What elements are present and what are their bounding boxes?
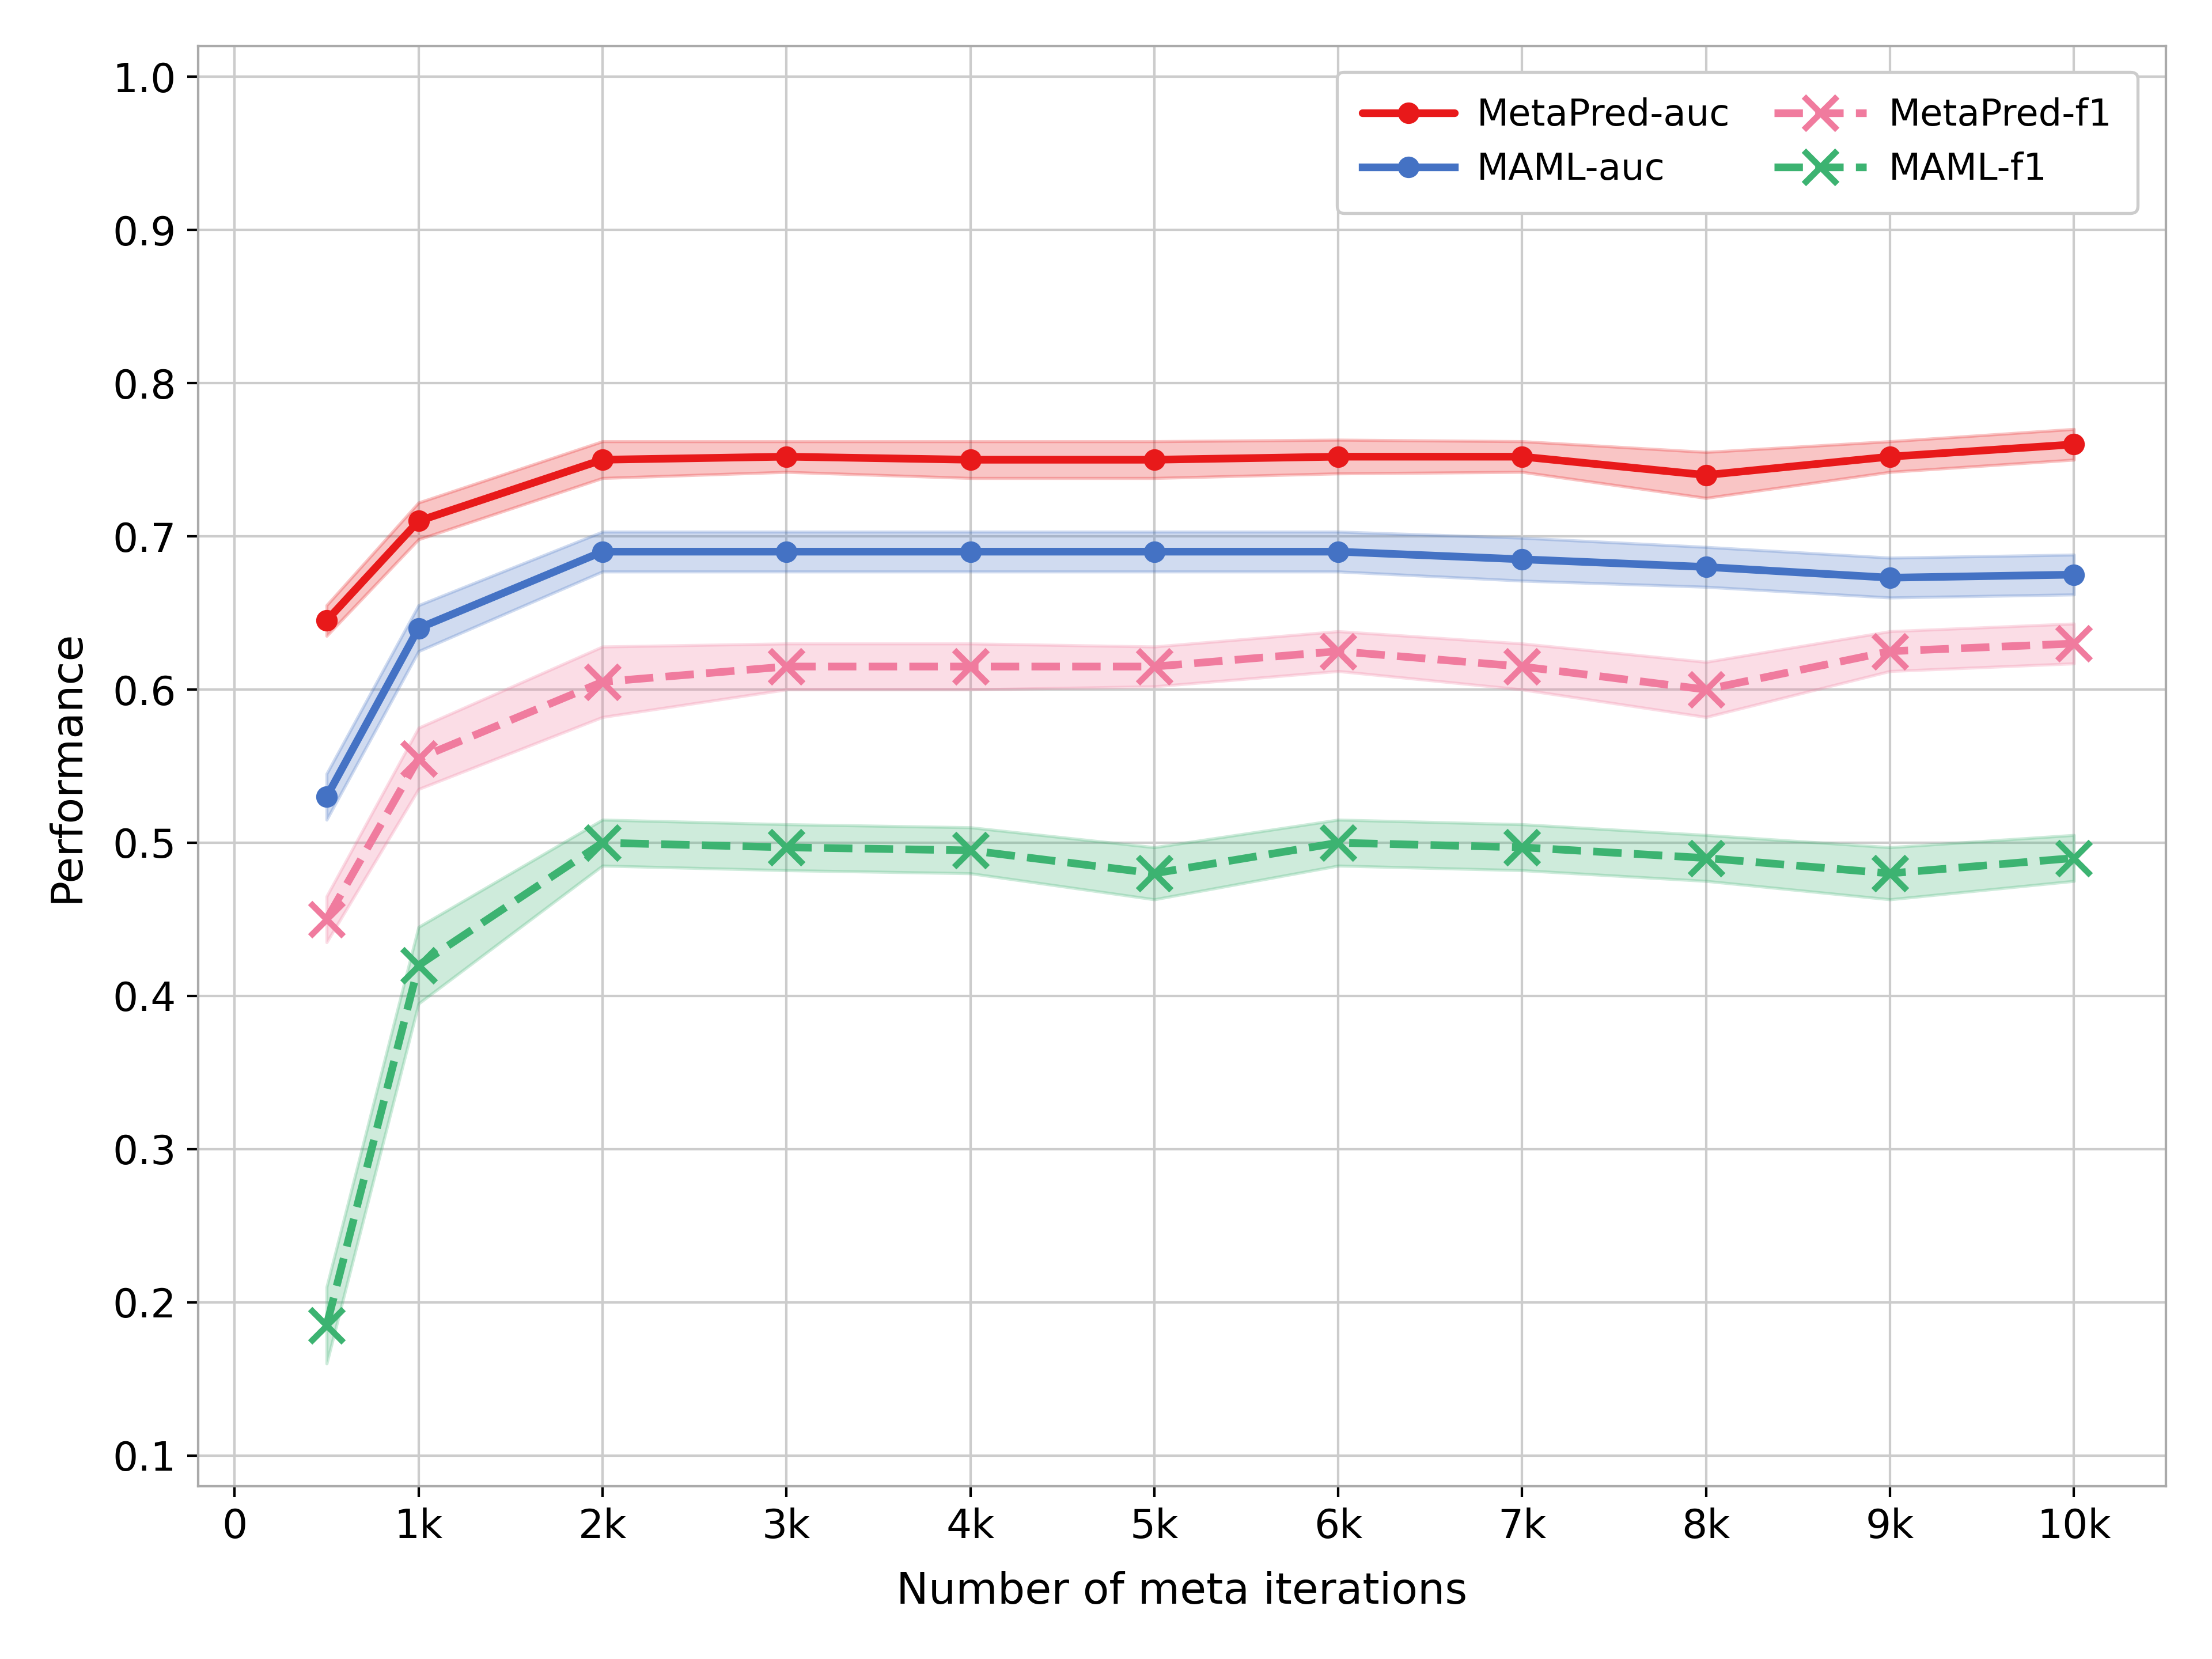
MAML-auc [1876, 567, 1902, 587]
Y-axis label: Performance: Performance [46, 630, 88, 902]
Line: MetaPred-f1: MetaPred-f1 [310, 627, 2090, 936]
MAML-auc [1141, 542, 1168, 562]
MetaPred-auc [958, 450, 984, 469]
MetaPred-f1 [1325, 642, 1352, 662]
MetaPred-auc [1325, 446, 1352, 466]
MetaPred-f1 [588, 672, 615, 692]
MetaPred-f1 [1509, 657, 1535, 677]
Line: MAML-auc: MAML-auc [316, 542, 2084, 806]
MetaPred-auc [774, 446, 801, 466]
MAML-f1 [1325, 833, 1352, 853]
MAML-f1 [314, 1316, 341, 1335]
MAML-f1 [1692, 848, 1719, 868]
MAML-f1 [1141, 863, 1168, 883]
MAML-f1 [958, 841, 984, 861]
MAML-auc [1692, 557, 1719, 577]
X-axis label: Number of meta iterations: Number of meta iterations [896, 1571, 1467, 1613]
MetaPred-f1 [405, 748, 431, 768]
MAML-f1 [2062, 848, 2088, 868]
Line: MAML-f1: MAML-f1 [310, 826, 2090, 1342]
Line: MetaPred-auc: MetaPred-auc [316, 435, 2084, 630]
MetaPred-f1 [958, 657, 984, 677]
MAML-f1 [588, 833, 615, 853]
MetaPred-auc [314, 611, 341, 630]
MetaPred-auc [588, 450, 615, 469]
MAML-auc [958, 542, 984, 562]
MetaPred-auc [1692, 465, 1719, 484]
MAML-auc [405, 619, 431, 639]
MetaPred-auc [405, 511, 431, 531]
MAML-auc [1325, 542, 1352, 562]
MetaPred-f1 [774, 657, 801, 677]
MetaPred-f1 [314, 909, 341, 929]
Legend: MetaPred-auc, MAML-auc, MetaPred-f1, MAML-f1: MetaPred-auc, MAML-auc, MetaPred-f1, MAM… [1336, 71, 2137, 214]
MetaPred-f1 [1692, 680, 1719, 700]
MAML-f1 [405, 956, 431, 975]
MAML-f1 [1876, 863, 1902, 883]
MetaPred-f1 [1141, 657, 1168, 677]
MAML-f1 [774, 838, 801, 858]
MAML-auc [1509, 549, 1535, 569]
MetaPred-f1 [2062, 634, 2088, 654]
MetaPred-auc [1141, 450, 1168, 469]
MetaPred-auc [1509, 446, 1535, 466]
MAML-f1 [1509, 838, 1535, 858]
MAML-auc [2062, 564, 2088, 584]
MAML-auc [774, 542, 801, 562]
MetaPred-auc [1876, 446, 1902, 466]
MetaPred-f1 [1876, 642, 1902, 662]
MAML-auc [588, 542, 615, 562]
MetaPred-auc [2062, 435, 2088, 455]
MAML-auc [314, 786, 341, 806]
